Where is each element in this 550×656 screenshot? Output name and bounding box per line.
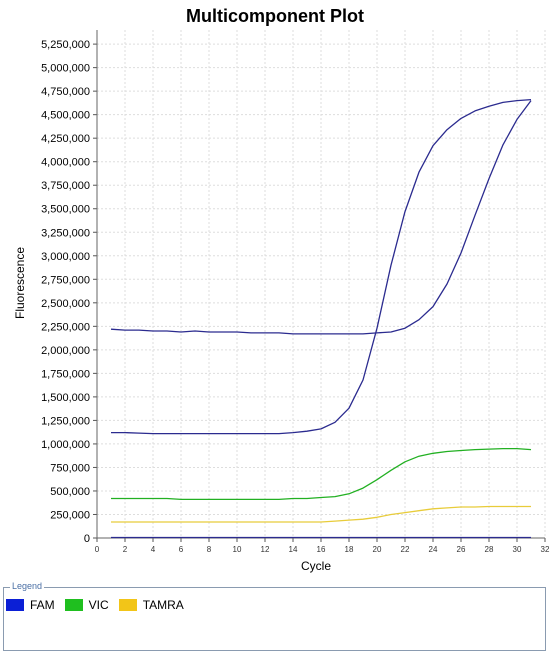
y-tick-label: 3,250,000 — [41, 227, 90, 239]
legend-swatch-tamra — [118, 599, 137, 611]
legend-label-fam: FAM — [30, 598, 55, 612]
series-line-1 — [110, 100, 532, 335]
legend-swatch-vic — [64, 599, 83, 611]
legend-item-tamra: TAMRA — [118, 598, 184, 612]
y-tick-label: 3,500,000 — [41, 204, 90, 216]
x-tick-label: 6 — [179, 545, 184, 554]
series-line-2 — [111, 447, 532, 501]
y-axis-label: Fluorescence — [13, 247, 27, 319]
y-tick-label: 3,000,000 — [41, 251, 90, 263]
y-tick-label: 2,750,000 — [41, 274, 90, 286]
y-tick-label: 0 — [84, 533, 90, 545]
x-tick-label: 8 — [207, 545, 212, 554]
x-tick-label: 28 — [485, 545, 494, 554]
y-tick-label: 3,750,000 — [41, 180, 90, 192]
chart-title: Multicomponent Plot — [186, 6, 364, 26]
y-tick-label: 750,000 — [50, 462, 90, 474]
legend-item-vic: VIC — [64, 598, 109, 612]
multicomponent-chart: Multicomponent Plot 0 2 4 6 8 10 12 14 16 18 20 22 2… — [13, 6, 550, 573]
x-tick-label: 4 — [151, 545, 156, 554]
legend-swatch-fam — [6, 599, 24, 611]
y-tick-label: 1,500,000 — [41, 392, 90, 404]
y-tick-label: 2,000,000 — [41, 345, 90, 357]
x-tick-label: 0 — [95, 545, 100, 554]
y-tick-label: 5,000,000 — [41, 63, 90, 75]
legend-title: Legend — [10, 581, 45, 591]
y-tick-label: 1,000,000 — [41, 439, 90, 451]
x-tick-label: 30 — [513, 545, 522, 554]
legend-label-vic: VIC — [88, 598, 109, 612]
y-tick-label: 4,250,000 — [41, 133, 90, 145]
x-tick-label: 20 — [373, 545, 382, 554]
legend-box — [3, 587, 546, 651]
legend-item-fam: FAM — [6, 598, 55, 612]
y-tick-label: 2,250,000 — [41, 321, 90, 333]
y-tick-label: 4,000,000 — [41, 157, 90, 169]
x-tick-label: 10 — [233, 545, 242, 554]
y-tick-label: 500,000 — [50, 486, 90, 498]
x-tick-label: 12 — [261, 545, 270, 554]
x-tick-label: 16 — [317, 545, 326, 554]
legend-label-tamra: TAMRA — [142, 598, 184, 612]
y-tick-label: 250,000 — [50, 509, 90, 521]
x-tick-label: 14 — [289, 545, 298, 554]
y-tick-label: 1,750,000 — [41, 368, 90, 380]
x-tick-label: 32 — [541, 545, 550, 554]
series-line-0 — [111, 98, 532, 435]
y-tick-label: 4,750,000 — [41, 86, 90, 98]
x-tick-label: 18 — [345, 545, 354, 554]
y-tick-label: 4,500,000 — [41, 110, 90, 122]
x-tick-label: 2 — [123, 545, 128, 554]
x-axis-label: Cycle — [301, 559, 331, 573]
x-tick-label: 24 — [429, 545, 438, 554]
x-tick-label: 22 — [401, 545, 410, 554]
legend-items: FAM VIC TAMRA — [6, 598, 184, 612]
y-tick-label: 1,250,000 — [41, 415, 90, 427]
y-tick-label: 5,250,000 — [41, 39, 90, 51]
y-tick-label: 2,500,000 — [41, 298, 90, 310]
x-tick-label: 26 — [457, 545, 466, 554]
series-line-3 — [111, 505, 531, 523]
